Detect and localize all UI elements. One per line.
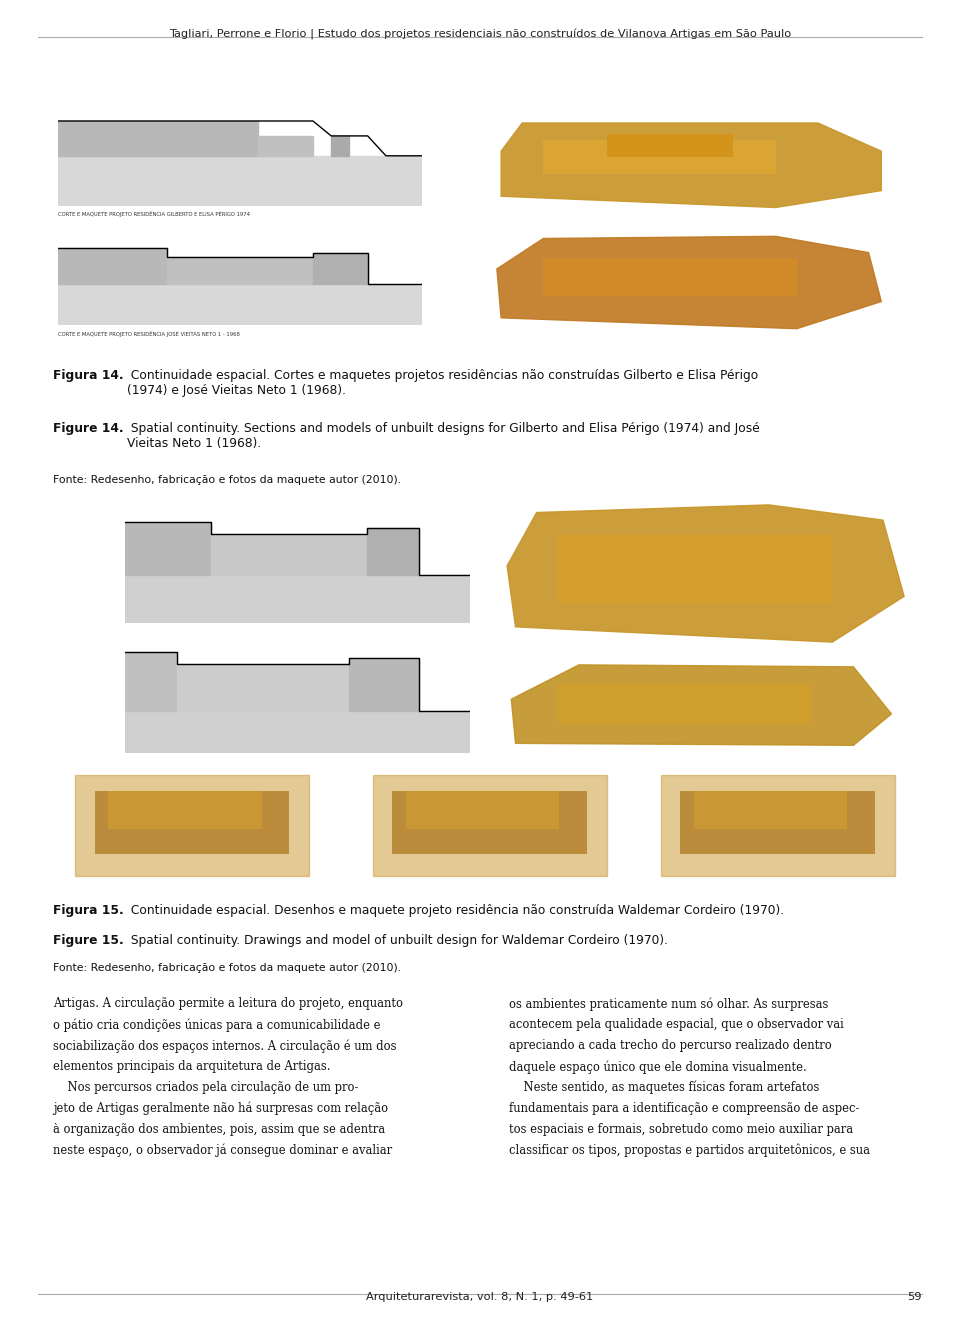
Bar [392,792,587,854]
Bar [258,137,313,156]
Bar [543,141,776,174]
Bar [211,533,367,575]
Bar [58,121,258,156]
Bar [58,248,167,284]
Bar [125,575,470,623]
Text: jeto de Artigas geralmente não há surpresas com relação: jeto de Artigas geralmente não há surpre… [53,1102,388,1115]
Text: Figure 15.: Figure 15. [53,934,124,947]
Bar [694,792,848,829]
Polygon shape [660,774,895,875]
Bar [58,284,422,325]
Text: fundamentais para a identificação e compreensão de aspec-: fundamentais para a identificação e comp… [509,1102,859,1115]
Bar [125,521,211,575]
Text: Neste sentido, as maquetes físicas foram artefatos: Neste sentido, as maquetes físicas foram… [509,1081,819,1094]
Bar [331,137,349,156]
Bar [125,711,470,753]
Bar [94,792,289,854]
Text: os ambientes praticamente num só olhar. As surpresas: os ambientes praticamente num só olhar. … [509,997,828,1010]
Bar [681,792,876,854]
Text: elementos principais da arquitetura de Artigas.: elementos principais da arquitetura de A… [53,1059,330,1073]
Text: Spatial continuity. Drawings and model of unbuilt design for Waldemar Cordeiro (: Spatial continuity. Drawings and model o… [127,934,668,947]
Bar [367,528,419,575]
Text: acontecem pela qualidade espacial, que o observador vai: acontecem pela qualidade espacial, que o… [509,1018,844,1032]
Text: Arquiteturarevista, vol. 8, N. 1, p. 49-61: Arquiteturarevista, vol. 8, N. 1, p. 49-… [367,1292,593,1302]
Polygon shape [497,236,881,329]
Bar [558,536,832,605]
Bar [558,684,811,724]
Text: Spatial continuity. Sections and models of unbuilt designs for Gilberto and Elis: Spatial continuity. Sections and models … [127,422,759,450]
Text: Artigas. A circulação permite a leitura do projeto, enquanto: Artigas. A circulação permite a leitura … [53,997,403,1010]
Bar [177,663,349,711]
Text: classificar os tipos, propostas e partidos arquitetônicos, e sua: classificar os tipos, propostas e partid… [509,1144,870,1158]
Text: Continuidade espacial. Desenhos e maquete projeto residência não construída Wald: Continuidade espacial. Desenhos e maquet… [127,904,784,918]
Text: o pátio cria condições únicas para a comunicabilidade e: o pátio cria condições únicas para a com… [53,1018,380,1032]
Bar [543,259,797,296]
Polygon shape [507,505,904,642]
Bar [349,658,419,711]
Text: à organização dos ambientes, pois, assim que se adentra: à organização dos ambientes, pois, assim… [53,1123,385,1136]
Text: Figure 14.: Figure 14. [53,422,124,435]
Text: Tagliari, Perrone e Florio | Estudo dos projetos residenciais não construídos de: Tagliari, Perrone e Florio | Estudo dos … [169,29,791,40]
Text: Fonte: Redesenho, fabricação e fotos da maquete autor (2010).: Fonte: Redesenho, fabricação e fotos da … [53,963,401,973]
Bar [167,257,313,284]
Text: tos espaciais e formais, sobretudo como meio auxiliar para: tos espaciais e formais, sobretudo como … [509,1123,852,1136]
Bar [406,792,559,829]
Polygon shape [501,123,881,207]
Polygon shape [75,774,309,875]
Text: CORTE E MAQUETE PROJETO RESIDÊNCIA JOSÉ VIEITAS NETO 1 - 1968: CORTE E MAQUETE PROJETO RESIDÊNCIA JOSÉ … [58,330,239,337]
Text: CORTE E MAQUETE PROJETO RESIDÊNCIA GILBERTO E ELISA PÉRIGO 1974: CORTE E MAQUETE PROJETO RESIDÊNCIA GILBE… [58,211,250,217]
Text: apreciando a cada trecho do percurso realizado dentro: apreciando a cada trecho do percurso rea… [509,1040,831,1052]
Text: Nos percursos criados pela circulação de um pro-: Nos percursos criados pela circulação de… [53,1081,358,1094]
Bar [125,652,177,711]
Polygon shape [512,664,892,745]
Bar [108,792,261,829]
Text: neste espaço, o observador já consegue dominar e avaliar: neste espaço, o observador já consegue d… [53,1144,392,1158]
Text: 59: 59 [907,1292,922,1302]
Bar [58,156,422,206]
Polygon shape [372,774,607,875]
Bar [313,253,368,284]
Bar [607,134,733,156]
Text: Figura 14.: Figura 14. [53,369,124,382]
Text: Continuidade espacial. Cortes e maquetes projetos residências não construídas Gi: Continuidade espacial. Cortes e maquetes… [127,369,758,396]
Text: daquele espaço único que ele domina visualmente.: daquele espaço único que ele domina visu… [509,1059,806,1074]
Text: Fonte: Redesenho, fabricação e fotos da maquete autor (2010).: Fonte: Redesenho, fabricação e fotos da … [53,475,401,485]
Text: sociabilização dos espaços internos. A circulação é um dos: sociabilização dos espaços internos. A c… [53,1040,396,1053]
Text: Figura 15.: Figura 15. [53,904,124,918]
